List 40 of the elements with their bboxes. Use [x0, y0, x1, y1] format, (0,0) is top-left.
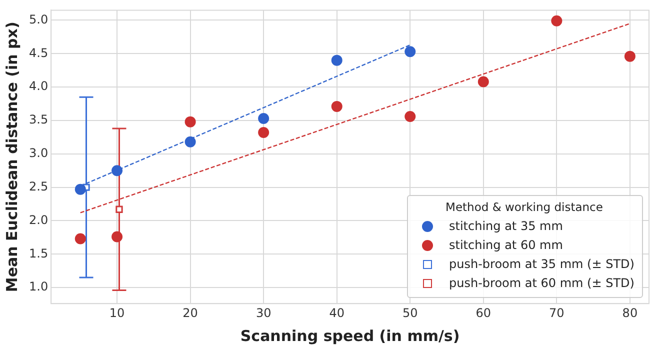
point — [478, 76, 489, 88]
y-tick-label: 3.0 — [28, 146, 48, 160]
point — [258, 112, 270, 124]
y-tick-label: 2.5 — [28, 179, 48, 194]
x-tick-label: 40 — [329, 306, 344, 320]
point — [74, 184, 86, 195]
point — [184, 116, 196, 128]
point — [258, 127, 270, 138]
point — [112, 165, 123, 176]
y-tick-label: 5.0 — [28, 12, 48, 26]
y-tick-label: 4.0 — [28, 79, 48, 94]
legend-label: push-broom at 60 mm (± STD) — [449, 276, 634, 290]
x-tick-label: 60 — [476, 306, 492, 320]
y-tick-label: 2.0 — [28, 212, 48, 227]
point — [112, 231, 123, 242]
y-tick-label: 4.5 — [28, 46, 48, 60]
point — [404, 46, 416, 58]
point — [331, 54, 342, 66]
point — [116, 206, 123, 213]
point — [74, 233, 86, 244]
point — [184, 136, 196, 148]
legend-label: push-broom at 35 mm (± STD) — [449, 257, 634, 272]
legend-label: stitching at 35 mm — [449, 219, 563, 234]
point — [624, 50, 636, 62]
x-tick-label: 30 — [256, 306, 272, 320]
x-tick-label: 20 — [182, 306, 198, 320]
y-tick-label: 1.0 — [28, 280, 48, 294]
point — [331, 100, 342, 112]
point — [551, 15, 562, 26]
y-tick-label: 1.5 — [28, 246, 48, 260]
x-tick-label: 50 — [402, 306, 418, 320]
legend-title: Method & working distance — [444, 200, 604, 214]
x-tick-label: 10 — [109, 306, 125, 320]
x-axis-title: Scanning speed (in mm/s) — [240, 326, 460, 345]
x-tick-label: 80 — [622, 306, 638, 320]
y-axis-title: Mean Euclidean distance (in px) — [2, 22, 21, 292]
x-tick-label: 70 — [549, 306, 564, 320]
point — [404, 110, 416, 122]
y-tick-label: 3.5 — [28, 112, 48, 127]
legend-label: stitching at 60 mm — [449, 238, 563, 252]
